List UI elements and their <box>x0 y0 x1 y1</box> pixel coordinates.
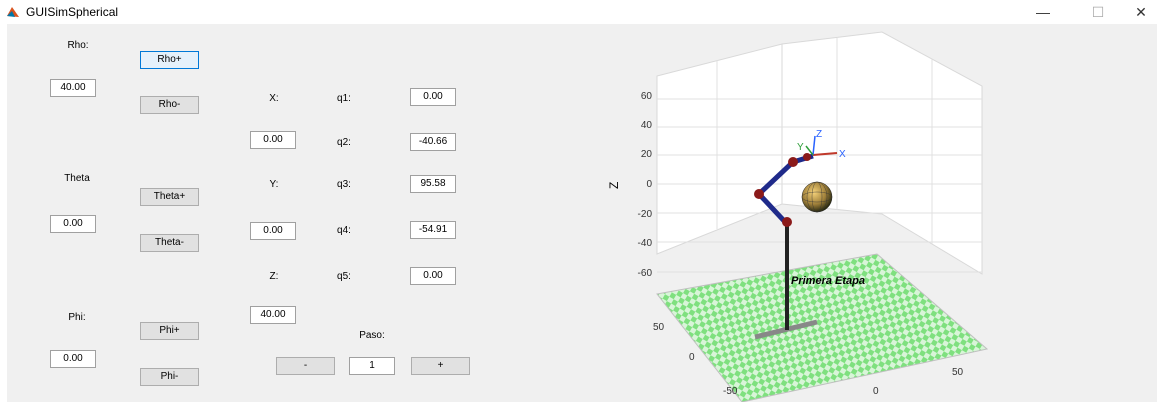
q1-label: q1: <box>337 93 351 104</box>
axes-box <box>656 31 983 275</box>
floor-plane <box>656 253 989 402</box>
z-tick-minus40: -40 <box>638 238 653 249</box>
rho-minus-button[interactable]: Rho- <box>140 96 199 114</box>
end-effector-frame: X Z Y <box>797 129 846 160</box>
rho-plus-button[interactable]: Rho+ <box>140 51 199 69</box>
joint-4 <box>803 153 811 161</box>
z-axis-label: Z <box>607 182 621 189</box>
q2-field[interactable]: -40.66 <box>410 133 456 151</box>
frame-x-label: X <box>839 149 846 160</box>
q5-label: q5: <box>337 271 351 282</box>
y-tick-0: 0 <box>689 352 695 363</box>
joint-2 <box>754 189 764 199</box>
window-title: GUISimSpherical <box>26 5 119 19</box>
q4-label: q4: <box>337 225 351 236</box>
stage-annotation: Primera Etapa <box>791 275 865 287</box>
robot-link-2 <box>757 160 795 196</box>
step-minus-button[interactable]: - <box>276 357 335 375</box>
step-label: Paso: <box>359 330 385 341</box>
q1-field[interactable]: 0.00 <box>410 88 456 106</box>
y-tick-labels: 50 0 -50 <box>653 322 738 397</box>
y-label: Y: <box>269 179 279 190</box>
q3-field[interactable]: 95.58 <box>410 175 456 193</box>
y-tick-minus50: -50 <box>723 386 738 397</box>
theta-minus-button[interactable]: Theta- <box>140 234 199 252</box>
z-label: Z: <box>269 271 279 282</box>
minimize-button[interactable]: — <box>1036 4 1050 20</box>
x-label: X: <box>269 93 279 104</box>
title-bar: GUISimSpherical — ☐ ✕ <box>0 0 1157 24</box>
theta-plus-button[interactable]: Theta+ <box>140 188 199 206</box>
y-field[interactable]: 0.00 <box>250 222 296 240</box>
z-field[interactable]: 40.00 <box>250 306 296 324</box>
y-tick-50: 50 <box>653 322 665 333</box>
z-tick-labels: 60 40 20 0 -20 -40 -60 <box>638 91 653 279</box>
z-tick-minus20: -20 <box>638 209 653 220</box>
x-field[interactable]: 0.00 <box>250 131 296 149</box>
q4-field[interactable]: -54.91 <box>410 221 456 239</box>
x-tick-labels: 0 50 <box>873 367 964 397</box>
z-tick-40: 40 <box>641 120 653 131</box>
close-button[interactable]: ✕ <box>1135 4 1147 20</box>
z-tick-minus60: -60 <box>638 268 653 279</box>
gui-panel: Rho: 40.00 Rho+ Rho- Theta 0.00 Theta+ T… <box>7 24 1157 402</box>
rho-label: Rho: <box>67 40 89 51</box>
step-plus-button[interactable]: + <box>411 357 470 375</box>
x-tick-50: 50 <box>952 367 964 378</box>
joint-1 <box>782 217 792 227</box>
robot-3d-axes[interactable]: 60 40 20 0 -20 -40 -60 Z 50 0 -50 0 50 <box>7 24 1157 402</box>
matlab-icon <box>6 5 20 19</box>
frame-z-label: Z <box>816 129 822 140</box>
q3-label: q3: <box>337 179 351 190</box>
robot-arm <box>754 153 818 340</box>
z-tick-20: 20 <box>641 149 653 160</box>
joint-3 <box>788 157 798 167</box>
step-field[interactable]: 1 <box>349 357 395 375</box>
maximize-button[interactable]: ☐ <box>1091 4 1105 20</box>
q2-label: q2: <box>337 137 351 148</box>
frame-y-label: Y <box>797 142 804 153</box>
rho-field[interactable]: 40.00 <box>50 79 96 97</box>
x-tick-0: 0 <box>873 386 879 397</box>
target-sphere <box>801 181 833 213</box>
phi-plus-button[interactable]: Phi+ <box>140 322 199 340</box>
robot-link-1 <box>757 192 789 226</box>
phi-field[interactable]: 0.00 <box>50 350 96 368</box>
q5-field[interactable]: 0.00 <box>410 267 456 285</box>
z-tick-60: 60 <box>641 91 653 102</box>
z-tick-0: 0 <box>646 179 652 190</box>
phi-label: Phi: <box>68 312 86 323</box>
phi-minus-button[interactable]: Phi- <box>140 368 199 386</box>
theta-label: Theta <box>64 173 90 184</box>
theta-field[interactable]: 0.00 <box>50 215 96 233</box>
